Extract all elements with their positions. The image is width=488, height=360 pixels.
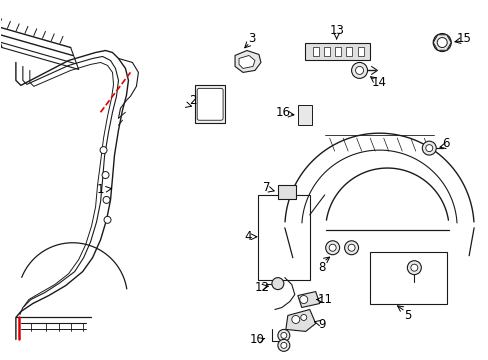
Circle shape (300, 315, 306, 320)
Bar (258, 195, 309, 280)
Circle shape (291, 315, 299, 323)
Circle shape (280, 332, 286, 338)
Polygon shape (235, 50, 261, 72)
Circle shape (299, 296, 307, 303)
Circle shape (102, 171, 109, 179)
Polygon shape (195, 85, 224, 123)
Polygon shape (239, 55, 254, 68)
Circle shape (328, 244, 335, 251)
Circle shape (103, 197, 110, 203)
Text: 1: 1 (97, 184, 104, 197)
Polygon shape (312, 46, 318, 57)
Text: 16: 16 (275, 106, 290, 119)
Circle shape (436, 37, 447, 48)
Circle shape (277, 329, 289, 341)
Circle shape (104, 216, 111, 223)
Polygon shape (346, 46, 352, 57)
Bar (369, 252, 447, 303)
Polygon shape (334, 46, 341, 57)
Polygon shape (297, 105, 311, 125)
Circle shape (325, 241, 339, 255)
Text: 6: 6 (442, 137, 449, 150)
FancyBboxPatch shape (197, 88, 223, 120)
Text: 7: 7 (263, 181, 270, 194)
Text: 12: 12 (254, 281, 269, 294)
Polygon shape (297, 292, 319, 307)
Text: 3: 3 (248, 32, 255, 45)
Circle shape (344, 241, 358, 255)
Text: 4: 4 (244, 230, 251, 243)
Text: 11: 11 (317, 293, 331, 306)
Circle shape (100, 147, 107, 154)
Text: 10: 10 (249, 333, 264, 346)
Polygon shape (304, 42, 369, 60)
Text: 13: 13 (328, 24, 344, 37)
Text: 2: 2 (189, 94, 197, 107)
Text: 8: 8 (317, 261, 325, 274)
Text: 5: 5 (403, 309, 410, 322)
Polygon shape (432, 35, 450, 50)
Circle shape (351, 62, 367, 78)
Circle shape (432, 33, 450, 51)
Polygon shape (357, 46, 363, 57)
Text: 14: 14 (371, 76, 386, 89)
Text: 9: 9 (317, 318, 325, 331)
Polygon shape (285, 310, 315, 332)
Circle shape (407, 261, 421, 275)
Circle shape (410, 264, 417, 271)
Polygon shape (323, 46, 329, 57)
Circle shape (355, 67, 363, 75)
Polygon shape (277, 185, 295, 199)
Circle shape (347, 244, 354, 251)
Text: 15: 15 (456, 32, 470, 45)
Circle shape (425, 145, 432, 152)
Circle shape (271, 278, 283, 289)
Circle shape (280, 342, 286, 348)
Circle shape (422, 141, 435, 155)
Circle shape (277, 339, 289, 351)
